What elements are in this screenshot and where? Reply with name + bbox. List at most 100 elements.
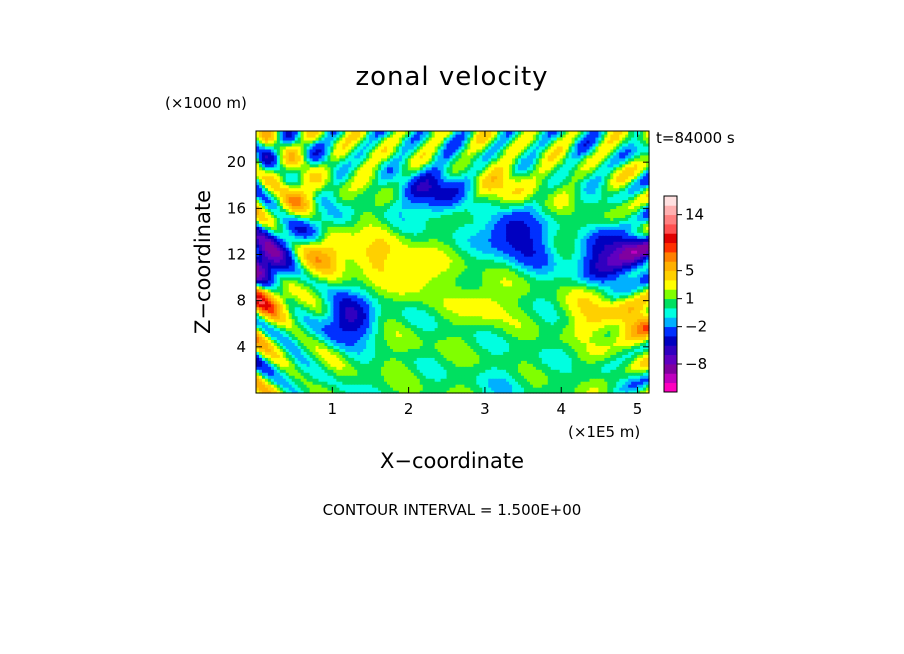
heatmap-cell	[285, 345, 290, 349]
heatmap-cell	[485, 303, 489, 308]
heatmap-cell	[529, 309, 534, 314]
heatmap-cell	[616, 330, 620, 335]
heatmap-cell	[610, 318, 614, 323]
heatmap-cell	[479, 390, 483, 394]
heatmap-cell	[494, 321, 498, 326]
heatmap-cell	[449, 315, 454, 320]
heatmap-cell	[261, 327, 266, 332]
heatmap-cell	[619, 300, 623, 305]
heatmap-cell	[273, 363, 278, 367]
heatmap-cell	[413, 387, 418, 391]
heatmap-cell	[646, 297, 650, 302]
heatmap-cell	[270, 309, 275, 314]
heatmap-cell	[312, 300, 317, 305]
heatmap-cell	[321, 294, 326, 299]
heatmap-cell	[270, 303, 275, 308]
heatmap-cell	[491, 369, 495, 373]
heatmap-cell	[381, 315, 385, 320]
heatmap-cell	[291, 297, 296, 302]
heatmap-cell	[625, 372, 629, 376]
heatmap-cell	[261, 363, 266, 367]
heatmap-cell	[520, 369, 525, 373]
heatmap-cell	[452, 306, 457, 311]
heatmap-cell	[628, 390, 632, 394]
heatmap-cell	[589, 297, 594, 302]
heatmap-cell	[646, 321, 650, 326]
heatmap-cell	[473, 339, 477, 343]
heatmap-cell	[607, 345, 611, 349]
heatmap-cell	[276, 351, 281, 355]
heatmap-cell	[392, 294, 397, 299]
heatmap-cell	[261, 324, 266, 329]
heatmap-cell	[506, 315, 510, 320]
heatmap-cell	[321, 300, 326, 305]
heatmap-cell	[258, 294, 263, 299]
heatmap-cell	[437, 327, 442, 332]
heatmap-cell	[574, 324, 579, 329]
heatmap-cell	[449, 318, 454, 323]
heatmap-cell	[261, 339, 266, 343]
heatmap-cell	[351, 372, 355, 376]
heatmap-cell	[288, 330, 293, 335]
heatmap-cell	[458, 390, 463, 394]
heatmap-cell	[538, 378, 543, 382]
heatmap-cell	[467, 369, 471, 373]
heatmap-cell	[616, 342, 620, 346]
heatmap-cell	[556, 345, 561, 349]
heatmap-cell	[434, 324, 439, 329]
heatmap-cell	[458, 300, 463, 305]
heatmap-cell	[455, 306, 460, 311]
heatmap-cell	[381, 360, 385, 364]
heatmap-cell	[592, 390, 597, 394]
heatmap-cell	[357, 354, 361, 358]
heatmap-cell	[389, 387, 394, 391]
heatmap-cell	[312, 348, 317, 352]
heatmap-cell	[333, 342, 337, 346]
heatmap-cell	[279, 369, 284, 373]
heatmap-cell	[327, 318, 332, 323]
heatmap-cell	[431, 351, 436, 355]
heatmap-cell	[577, 342, 582, 346]
heatmap-cell	[348, 360, 352, 364]
heatmap-cell	[351, 336, 355, 341]
heatmap-cell	[503, 324, 507, 329]
heatmap-cell	[264, 369, 269, 373]
heatmap-cell	[366, 294, 370, 299]
heatmap-cell	[470, 330, 474, 335]
heatmap-cell	[512, 327, 516, 332]
heatmap-cell	[520, 309, 525, 314]
heatmap-cell	[276, 321, 281, 326]
heatmap-cell	[279, 318, 284, 323]
heatmap-cell	[634, 315, 638, 320]
heatmap-cell	[532, 372, 537, 376]
heatmap-cell	[428, 306, 433, 311]
heatmap-cell	[291, 333, 296, 338]
heatmap-cell	[345, 363, 349, 367]
heatmap-cell	[577, 309, 582, 314]
heatmap-cell	[264, 381, 269, 385]
heatmap-cell	[279, 309, 284, 314]
heatmap-cell	[544, 363, 549, 367]
heatmap-cell	[541, 345, 546, 349]
heatmap-cell	[601, 327, 605, 332]
heatmap-cell	[318, 312, 323, 317]
heatmap-cell	[628, 297, 632, 302]
heatmap-cell	[333, 387, 337, 391]
heatmap-cell	[276, 357, 281, 361]
heatmap-cell	[523, 375, 528, 379]
heatmap-cell	[640, 312, 644, 317]
heatmap-cell	[258, 378, 263, 382]
heatmap-cell	[312, 354, 317, 358]
heatmap-cell	[264, 312, 269, 317]
heatmap-cell	[446, 375, 451, 379]
heatmap-cell	[425, 378, 430, 382]
heatmap-cell	[384, 390, 388, 394]
heatmap-cell	[565, 366, 570, 370]
heatmap-cell	[363, 315, 367, 320]
heatmap-cell	[553, 336, 558, 341]
heatmap-cell	[333, 351, 337, 355]
heatmap-cell	[261, 330, 266, 335]
heatmap-cell	[428, 357, 433, 361]
heatmap-cell	[428, 390, 433, 394]
heatmap-cell	[357, 357, 361, 361]
